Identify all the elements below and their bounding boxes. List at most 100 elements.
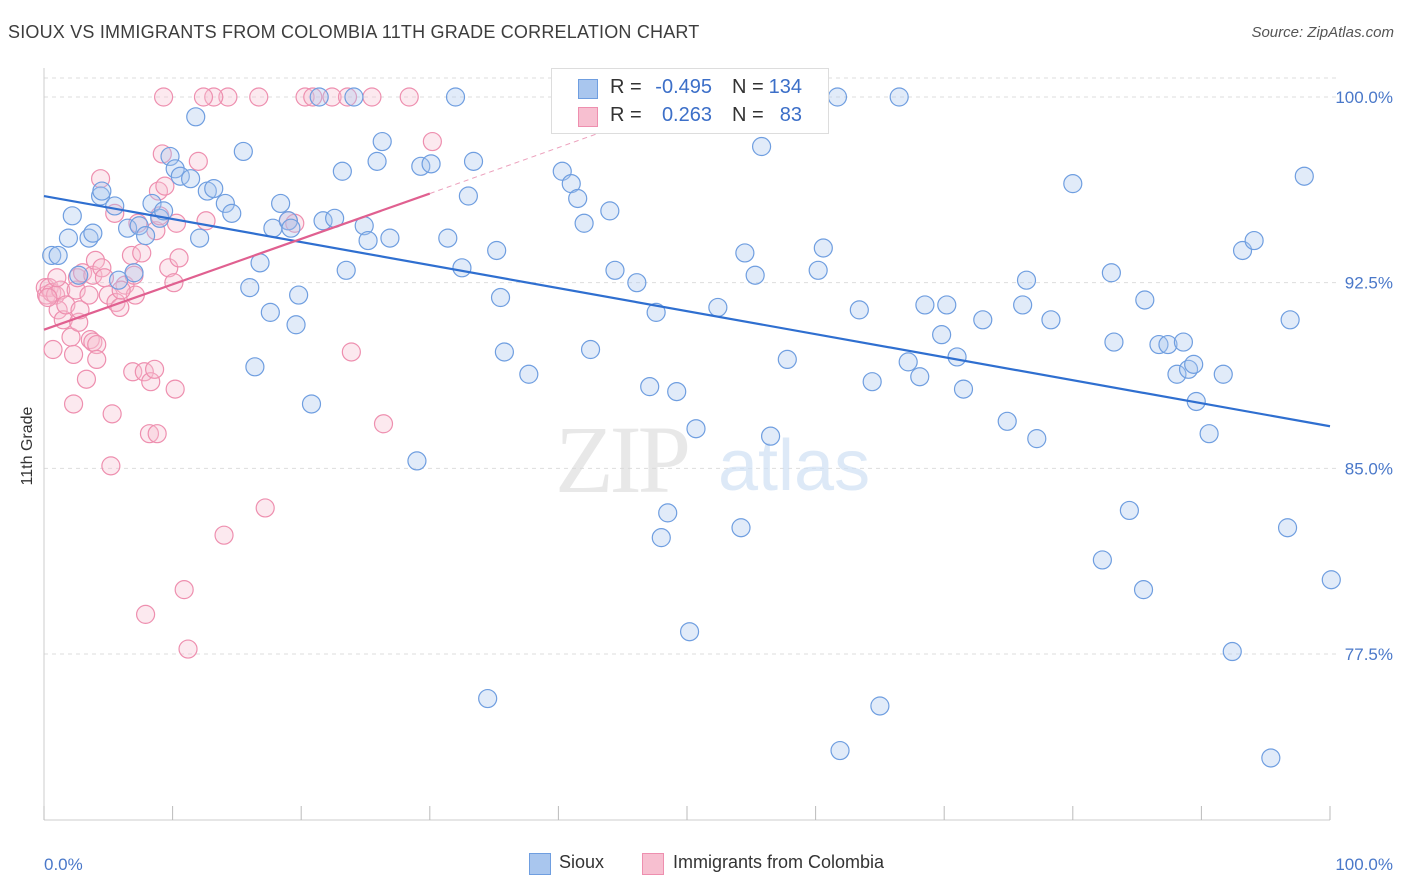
sioux-point <box>438 228 458 248</box>
sioux-point <box>745 265 765 285</box>
colombia-point <box>80 330 100 350</box>
sioux-point <box>686 419 706 439</box>
sioux-point <box>48 245 68 266</box>
watermark-zip: ZIP <box>555 406 688 513</box>
colombia-point <box>102 404 122 424</box>
sioux-point <box>190 228 210 248</box>
y-axis-label: 11th Grade <box>19 406 36 485</box>
sioux-point <box>129 216 149 236</box>
colombia-point <box>214 525 234 545</box>
sioux-point <box>309 87 329 107</box>
sioux-point <box>494 342 514 362</box>
sioux-point <box>932 325 952 345</box>
sioux-point <box>271 193 291 214</box>
sioux-point <box>1158 334 1178 355</box>
y-tick-label: 100.0% <box>1335 88 1393 107</box>
sioux-point <box>862 372 882 392</box>
sioux-point <box>215 193 235 214</box>
colombia-point <box>337 87 358 107</box>
stats-row-colombia: R = 0.263 N = 83 <box>552 101 828 129</box>
sioux-point <box>568 188 588 209</box>
colombia-point <box>79 285 99 305</box>
sioux-point <box>1101 263 1121 283</box>
sioux-point <box>760 426 781 446</box>
stats-row-sioux: R = -0.495 N = 134 <box>552 73 828 101</box>
colombia-point <box>76 369 97 389</box>
sioux-point <box>458 186 478 206</box>
sioux-point <box>490 287 511 308</box>
series-sioux-points <box>42 87 1341 768</box>
colombia-point <box>39 278 59 298</box>
sioux-point <box>708 297 728 318</box>
colombia-point <box>63 394 84 414</box>
colombia-point <box>148 181 169 201</box>
sioux-point <box>751 136 772 157</box>
colombia-point <box>152 144 172 164</box>
sioux-point <box>640 377 660 397</box>
colombia-point <box>132 243 152 263</box>
sioux-point <box>574 213 594 233</box>
colombia-point <box>98 285 118 305</box>
gridlines <box>44 77 1336 655</box>
sioux-point <box>667 381 687 402</box>
sioux-point <box>731 518 751 538</box>
x-tick-label: 0.0% <box>44 855 83 874</box>
sioux-point <box>62 206 82 226</box>
sioux-point <box>947 347 967 367</box>
sioux-point <box>830 740 850 761</box>
sioux-point <box>336 260 356 280</box>
sioux-point <box>108 270 129 290</box>
colombia-point <box>139 424 160 444</box>
tick-labels: 77.5% 85.0% 92.5% 100.0% 0.0% 100.0% <box>43 88 1393 874</box>
sioux-point <box>1027 429 1047 449</box>
colombia-point <box>204 87 224 107</box>
r-value: -0.495 <box>655 76 712 98</box>
sioux-point <box>58 228 79 248</box>
sioux-point <box>1277 518 1298 538</box>
colombia-point <box>153 87 174 107</box>
legend-sioux-swatch <box>529 853 551 875</box>
colombia-point <box>135 604 156 624</box>
sioux-point <box>910 367 930 387</box>
colombia-point <box>373 414 394 434</box>
sioux-point <box>344 87 364 107</box>
sioux-point <box>1063 174 1083 194</box>
sioux-point <box>233 141 253 162</box>
x-tick-label: 100.0% <box>1335 855 1393 874</box>
sioux-point <box>1184 354 1204 374</box>
colombia-point <box>63 344 84 365</box>
n-value: 134 <box>768 76 802 98</box>
colombia-point <box>188 151 208 171</box>
colombia-point <box>165 379 185 399</box>
legend-sioux-label: Sioux <box>559 852 605 872</box>
colombia-point <box>164 273 184 293</box>
colombia-point <box>178 639 198 659</box>
sioux-point <box>487 240 507 261</box>
sioux-point <box>478 688 498 709</box>
sioux-point <box>679 622 700 642</box>
sioux-point <box>627 273 647 293</box>
sioux-point <box>1013 295 1033 315</box>
sioux-point <box>142 193 162 214</box>
sioux-point <box>289 285 309 305</box>
sioux-point <box>313 211 333 231</box>
sioux-point <box>260 302 280 322</box>
sioux-point <box>1321 570 1341 590</box>
colombia-point <box>303 87 323 107</box>
colombia-point <box>399 87 419 107</box>
sioux-point <box>407 451 427 471</box>
sioux-point <box>42 245 62 266</box>
sioux-point <box>1092 550 1112 570</box>
sioux-point <box>605 260 625 280</box>
colombia-point <box>87 334 107 355</box>
sioux-point <box>286 315 306 335</box>
colombia-point <box>85 250 106 270</box>
sioux-point <box>870 696 890 716</box>
colombia-point <box>47 268 67 288</box>
sioux-point <box>445 87 466 107</box>
colombia-point <box>422 131 442 152</box>
sioux-point <box>658 503 678 523</box>
sioux-point <box>245 357 265 377</box>
sioux-point <box>1213 364 1233 384</box>
